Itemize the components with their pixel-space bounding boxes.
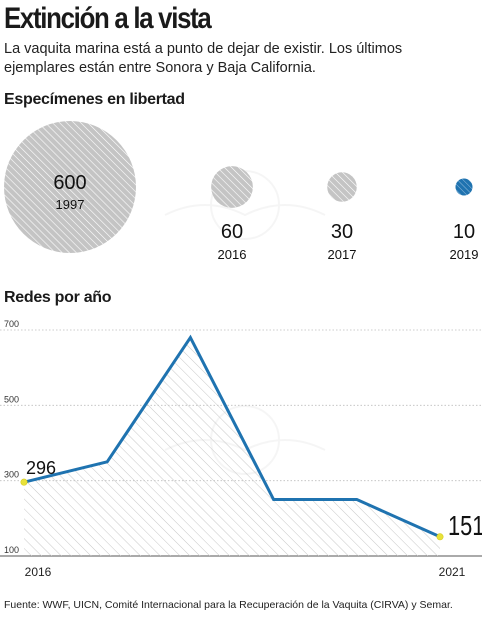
bubble-count-label: 10 xyxy=(453,221,475,243)
y-tick-label: 500 xyxy=(4,394,19,404)
bubble-year-label: 1997 xyxy=(56,197,85,212)
bubble-2017 xyxy=(327,172,357,202)
source-note: Fuente: WWF, UICN, Comité Internacional … xyxy=(4,599,453,611)
bubble-count-label: 600 xyxy=(53,172,86,194)
point-marker xyxy=(436,533,444,541)
point-marker xyxy=(20,478,28,486)
bubble-chart: 600 1997 60 2016 30 2017 10 2019 xyxy=(4,121,478,262)
area-fill xyxy=(24,337,440,556)
point-value-label: 296 xyxy=(26,458,56,478)
bubble-1997 xyxy=(4,121,136,253)
nets-section-title: Redes por año xyxy=(4,289,112,306)
x-tick-label: 2016 xyxy=(25,565,52,579)
bubble-year-label: 2016 xyxy=(218,247,247,262)
area-chart: 100 300 500 700 296 151 2016 2021 xyxy=(0,319,482,579)
y-tick-label: 300 xyxy=(4,470,19,480)
bubble-year-label: 2017 xyxy=(328,247,357,262)
y-tick-label: 700 xyxy=(4,319,19,329)
specimens-section-title: Especímenes en libertad xyxy=(4,91,185,108)
x-tick-label: 2021 xyxy=(439,565,466,579)
page-title: Extinción a la vista xyxy=(4,2,212,35)
bubble-2019 xyxy=(455,178,473,196)
bubble-count-label: 30 xyxy=(331,221,353,243)
point-value-label: 151 xyxy=(448,510,482,541)
y-tick-label: 100 xyxy=(4,545,19,555)
bubble-2016 xyxy=(211,166,253,208)
page-subtitle: La vaquita marina está a punto de dejar … xyxy=(4,41,403,76)
bubble-count-label: 60 xyxy=(221,221,243,243)
series-line xyxy=(23,334,441,539)
bubble-year-label: 2019 xyxy=(450,247,479,262)
